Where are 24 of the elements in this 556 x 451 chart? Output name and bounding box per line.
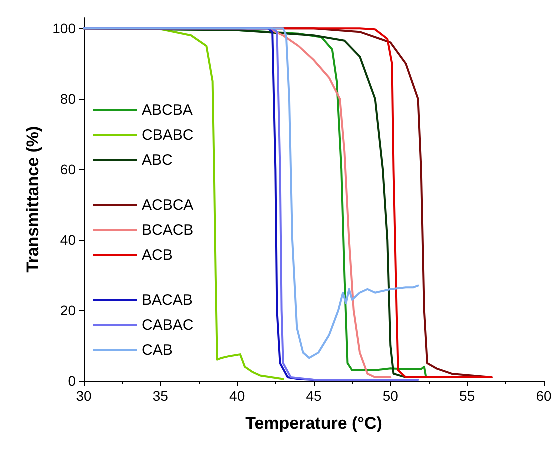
x-tick-label: 45 [306, 388, 322, 404]
x-tick-label: 55 [460, 388, 476, 404]
y-tick-label: 100 [52, 20, 76, 37]
x-axis-title: Temperature (°C) [246, 414, 382, 433]
y-tick-label: 60 [60, 162, 76, 178]
x-tick-label: 30 [76, 388, 92, 404]
x-tick-label: 50 [382, 388, 399, 404]
y-tick-label: 0 [68, 373, 76, 389]
legend-label: CABAC [142, 317, 194, 334]
legend-label: BCACB [142, 222, 194, 239]
legend-label: CAB [142, 342, 173, 359]
x-tick-label: 60 [536, 388, 552, 404]
legend-label: ACBCA [142, 197, 194, 214]
legend-label: ACB [142, 247, 173, 264]
y-tick-label: 40 [60, 232, 76, 248]
legend-label: CBABC [142, 127, 194, 144]
legend-label: BACAB [142, 292, 193, 309]
legend-label: ABC [142, 152, 174, 169]
legend-label: ABCBA [142, 102, 193, 119]
y-tick-label: 80 [60, 91, 76, 108]
y-axis-title: Transmittance (%) [24, 126, 43, 273]
x-tick-label: 35 [152, 388, 169, 404]
y-tick-label: 20 [60, 302, 76, 319]
x-tick-label: 40 [230, 388, 246, 404]
